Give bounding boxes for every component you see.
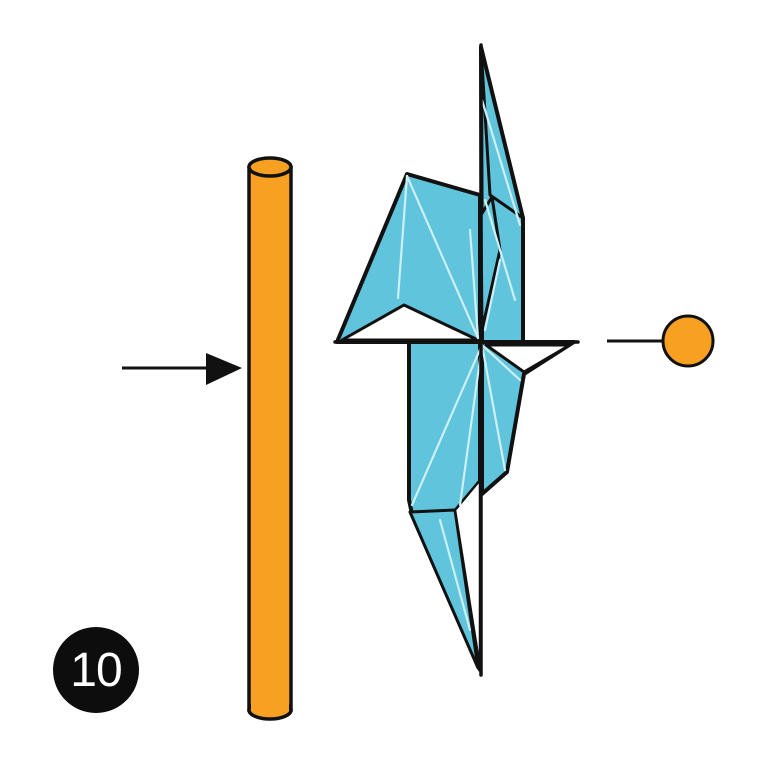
step-number: 10	[70, 643, 122, 697]
rod	[247, 156, 293, 721]
crease-lines	[396, 98, 522, 632]
step-number-badge: 10	[53, 627, 139, 713]
orange-dot-icon	[607, 314, 715, 368]
right-arrow-icon	[122, 353, 242, 385]
lower-right-pocket	[484, 343, 572, 374]
folded-paper-model	[333, 43, 580, 677]
